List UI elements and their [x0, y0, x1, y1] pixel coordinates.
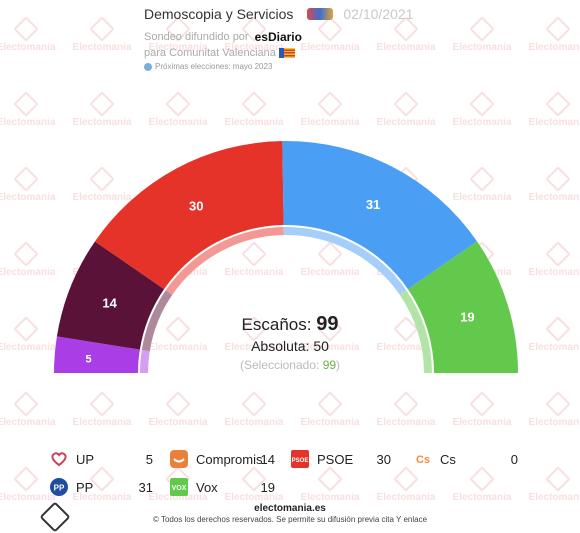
legend-item-psoe[interactable]: PSOE PSOE 30: [291, 448, 391, 470]
legend-item-vox[interactable]: VOX Vox 19: [170, 476, 275, 498]
inner-arc-up: [140, 349, 150, 373]
sponsor-prefix: Sondeo difundido por: [144, 31, 249, 43]
poll-date: 02/10/2021: [343, 6, 414, 22]
majority-line: Absoluta: 50: [190, 338, 390, 354]
pp-logo-icon: PP: [50, 478, 68, 496]
svg-text:VOX: VOX: [172, 485, 187, 492]
footer-copyright: © Todos los derechos reservados. Se perm…: [152, 515, 428, 524]
pollster-name: Demoscopia y Servicios: [144, 6, 294, 22]
selected-prefix: (Seleccionado:: [239, 358, 320, 372]
legend-name: PSOE: [317, 451, 354, 467]
seats-total: Escaños: 99: [190, 313, 390, 336]
inner-arc-compromis: [141, 290, 173, 352]
next-elections: Próximas elecciones: mayo 2023: [155, 62, 273, 71]
seat-label-up: 5: [86, 353, 92, 365]
seat-segment-psoe[interactable]: [94, 141, 284, 290]
party-legend: UP 5 Compromis 14 PSOE PSOE 30 Cs Cs 0 P…: [0, 440, 580, 500]
legend-name: PP: [76, 479, 94, 495]
legend-value: 31: [138, 479, 153, 495]
legend-value: 14: [260, 451, 275, 467]
svg-text:PSOE: PSOE: [292, 458, 309, 464]
globe-icon: [144, 62, 152, 71]
psoe-logo-icon: PSOE: [291, 450, 309, 468]
inner-arc-psoe: [165, 227, 284, 295]
legend-item-up[interactable]: UP 5: [50, 448, 153, 470]
seat-segment-compromis[interactable]: [56, 241, 165, 350]
selected-line: (Seleccionado: 99): [190, 358, 390, 372]
legend-name: Compromis: [196, 451, 263, 467]
seat-label-psoe: 30: [189, 199, 203, 214]
poll-header: Demoscopia y Servicios 02/10/2021 Sondeo…: [144, 4, 564, 71]
seat-segment-pp[interactable]: [282, 141, 478, 290]
svg-text:Cs: Cs: [416, 454, 430, 466]
hemicycle-chart: 5 14 30 31 19: [54, 141, 518, 373]
inner-arc-vox: [399, 290, 432, 373]
svg-text:PP: PP: [54, 484, 65, 493]
legend-value: 5: [145, 451, 153, 467]
legend-name: Cs: [440, 451, 456, 467]
legend-value: 30: [376, 451, 391, 467]
sponsor-name: esDiario: [254, 30, 302, 44]
legend-value: 19: [260, 479, 275, 495]
seat-label-vox: 19: [460, 310, 474, 325]
majority-value: 50: [313, 338, 329, 354]
vox-logo-icon: VOX: [170, 478, 188, 496]
legend-value: 0: [510, 451, 518, 467]
seat-segment-vox[interactable]: [407, 241, 518, 373]
seat-label-pp: 31: [366, 197, 380, 212]
valencian-flag-icon: [278, 48, 295, 58]
legend-item-cs[interactable]: Cs Cs 0: [414, 448, 518, 470]
legend-name: Vox: [196, 479, 218, 495]
inner-arc-pp: [283, 227, 407, 295]
seats-value: 99: [316, 313, 339, 335]
selected-value: 99: [322, 358, 337, 372]
compromis-smile-icon: [170, 450, 188, 468]
footer-site[interactable]: electomania.es: [254, 503, 326, 514]
seat-label-compromis: 14: [102, 295, 117, 310]
up-heart-icon: [50, 450, 68, 468]
pollster-logo-icon: [307, 8, 334, 20]
majority-label: Absoluta:: [251, 338, 310, 354]
selected-suffix: ): [336, 358, 341, 372]
seat-segment-up[interactable]: [54, 336, 140, 373]
seats-label: Escaños:: [241, 315, 312, 334]
legend-item-pp[interactable]: PP PP 31: [50, 476, 153, 498]
legend-item-compromis[interactable]: Compromis 14: [170, 448, 275, 470]
cs-logo-icon: Cs: [414, 450, 432, 468]
legend-name: UP: [76, 451, 95, 467]
region-label: para Comunitat Valenciana: [144, 47, 276, 59]
